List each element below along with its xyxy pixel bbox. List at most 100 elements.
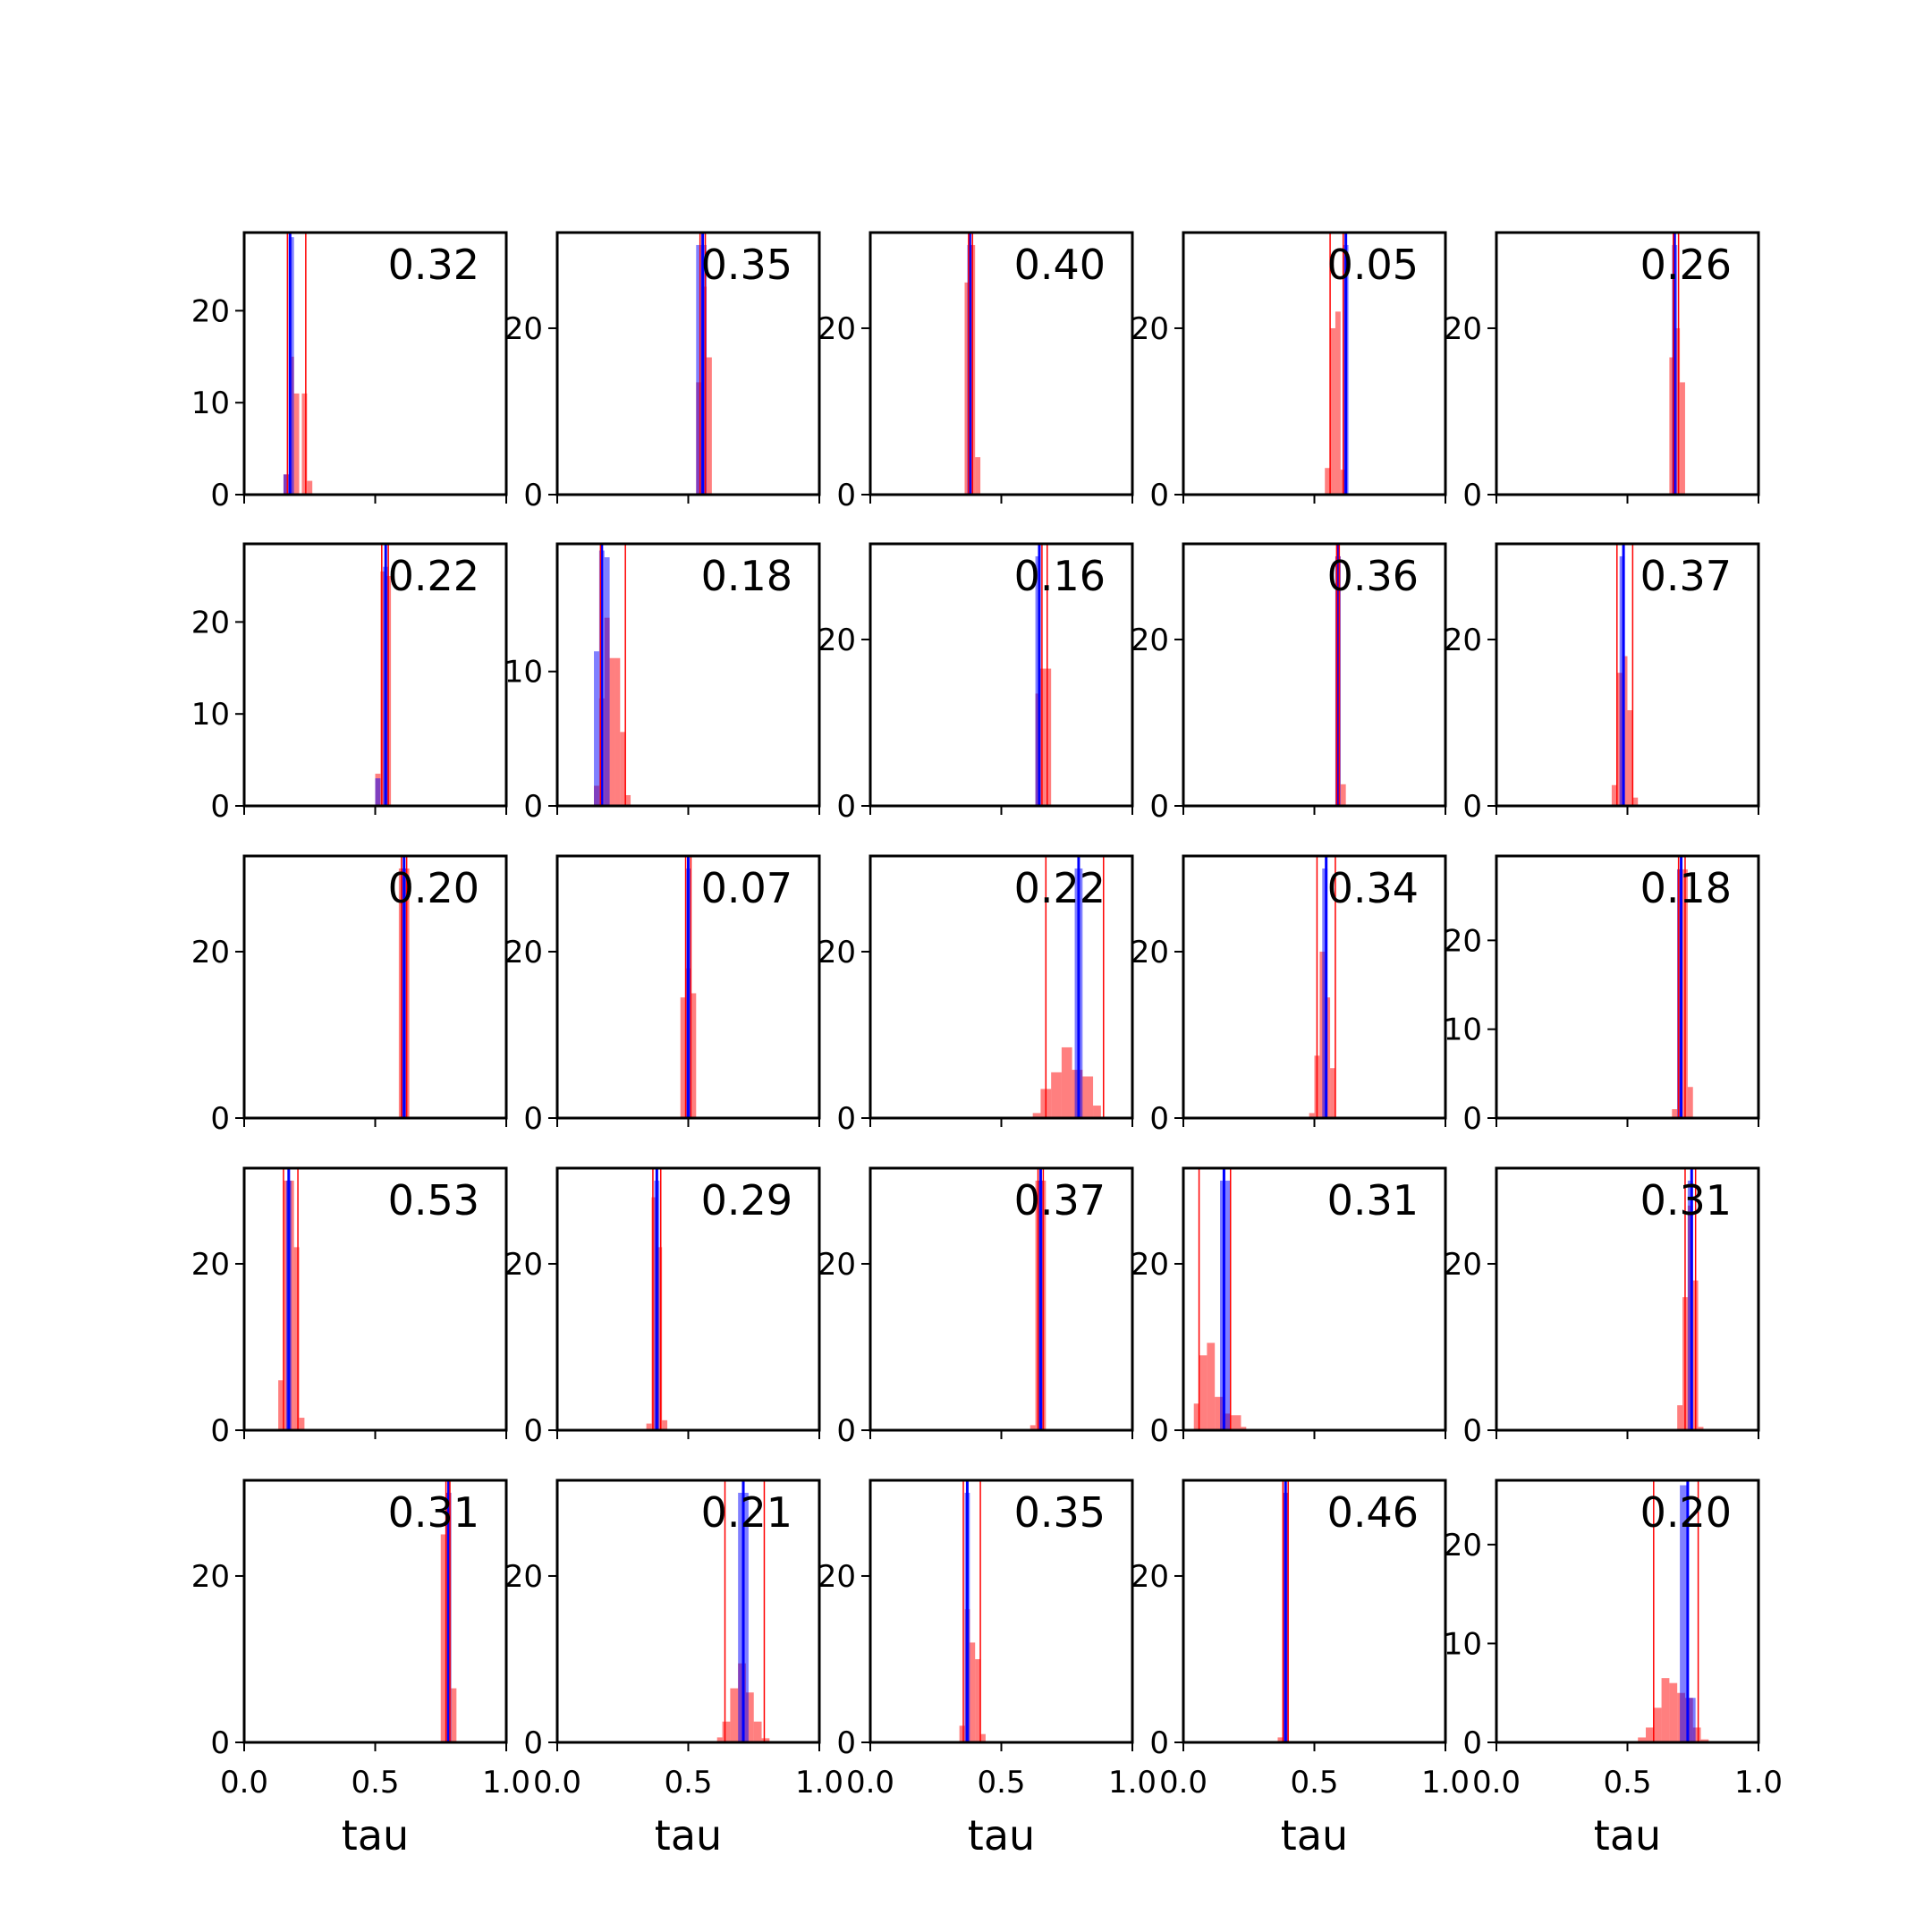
red-histogram-bar	[1309, 1113, 1315, 1118]
x-tick-label: 0.0	[220, 1765, 268, 1801]
y-tick-label: 20	[504, 1559, 543, 1595]
x-tick-label: 0.5	[664, 1765, 712, 1801]
blue-histogram-bar	[1680, 1485, 1688, 1742]
subplot-4-4: 0 20 0.31	[1131, 1166, 1447, 1449]
subplot-3-5: 0 10 20 0.18	[1444, 854, 1760, 1137]
x-tick-label: 1.0	[1421, 1765, 1470, 1801]
x-axis-label: tau	[1281, 1811, 1348, 1860]
red-histogram-bar	[1215, 1396, 1223, 1430]
subplot-1-5: 0 20 0.26	[1444, 231, 1760, 513]
y-tick-label: 20	[818, 935, 856, 970]
blue-histogram-bar	[1687, 1698, 1696, 1742]
red-histogram-bar	[1330, 327, 1335, 495]
subplot-5-1: 0 20 0.0 0.5 1.0 0.31 tau	[191, 1479, 530, 1860]
y-tick-label: 0	[210, 1725, 230, 1761]
blue-histogram-bar	[1224, 1180, 1231, 1430]
red-histogram-bar	[301, 393, 308, 495]
red-histogram-bar	[691, 993, 697, 1118]
y-tick-label: 0	[1462, 1101, 1482, 1137]
panel-value-label: 0.18	[701, 552, 792, 600]
red-histogram-bar	[293, 1247, 300, 1430]
x-axis-label: tau	[968, 1811, 1035, 1860]
red-histogram-bar	[1672, 1109, 1678, 1118]
red-histogram-bar	[1061, 1046, 1072, 1118]
red-histogram-bar	[1611, 784, 1617, 806]
y-tick-label: 0	[1149, 789, 1169, 825]
blue-histogram-bar	[594, 651, 599, 806]
x-tick-label: 1.0	[1108, 1765, 1157, 1801]
y-tick-label: 0	[523, 789, 543, 825]
red-histogram-bar	[753, 1721, 762, 1742]
red-histogram-bar	[1193, 1403, 1199, 1430]
panel-value-label: 0.29	[701, 1176, 792, 1224]
red-histogram-bar	[299, 1418, 305, 1430]
red-histogram-bar	[440, 1534, 446, 1742]
y-tick-label: 20	[818, 1559, 856, 1595]
y-tick-label: 0	[523, 1413, 543, 1449]
x-axis-label: tau	[342, 1811, 409, 1860]
red-histogram-bar	[1669, 1682, 1678, 1742]
red-histogram-bar	[964, 282, 970, 495]
y-tick-label: 0	[1149, 1725, 1169, 1761]
y-tick-label: 20	[818, 623, 856, 658]
y-tick-label: 20	[191, 293, 230, 329]
red-histogram-bar	[975, 1658, 981, 1742]
red-histogram-bar	[609, 657, 615, 806]
red-histogram-bar	[1093, 1106, 1101, 1118]
y-tick-label: 0	[1149, 1101, 1169, 1137]
panel-value-label: 0.37	[1014, 1176, 1106, 1224]
y-tick-label: 20	[504, 1247, 543, 1283]
subplot-1-1: 0 10 20 0.32	[191, 231, 508, 513]
panel-value-label: 0.37	[1640, 552, 1732, 600]
y-tick-label: 0	[210, 478, 230, 513]
y-tick-label: 20	[1444, 1247, 1482, 1283]
red-histogram-bar	[1340, 784, 1346, 806]
y-tick-label: 20	[1131, 623, 1169, 658]
red-histogram-bar	[307, 480, 313, 495]
red-histogram-bar	[657, 1247, 663, 1430]
panel-value-label: 0.16	[1014, 552, 1106, 600]
panel-value-label: 0.46	[1327, 1488, 1419, 1537]
y-tick-label: 0	[210, 1101, 230, 1137]
red-histogram-bar	[1698, 1427, 1704, 1430]
panel-value-label: 0.32	[388, 241, 479, 289]
red-histogram-bar	[1638, 1737, 1647, 1742]
subplot-2-5: 0 20 0.37	[1444, 542, 1760, 825]
panel-value-label: 0.05	[1327, 241, 1419, 289]
red-histogram-bar	[716, 1737, 723, 1742]
panel-value-label: 0.07	[701, 864, 792, 912]
red-histogram-bar	[680, 997, 686, 1118]
red-histogram-bar	[980, 1733, 986, 1742]
subplot-5-5: 0 10 20 0.0 0.5 1.0 0.20 tau	[1444, 1479, 1783, 1860]
red-histogram-bar	[1687, 1087, 1693, 1118]
red-histogram-bar	[1330, 1068, 1335, 1118]
red-histogram-bar	[451, 1688, 457, 1742]
y-tick-label: 0	[523, 1725, 543, 1761]
y-tick-label: 0	[210, 789, 230, 825]
y-tick-label: 0	[523, 1101, 543, 1137]
y-tick-label: 20	[191, 1559, 230, 1595]
panel-value-label: 0.36	[1327, 552, 1419, 600]
red-histogram-bar	[614, 657, 621, 806]
subplot-1-4: 0 20 0.05	[1131, 231, 1447, 513]
y-tick-label: 0	[1462, 1413, 1482, 1449]
y-tick-label: 0	[1462, 789, 1482, 825]
red-histogram-bar	[1677, 1405, 1683, 1430]
subplot-4-1: 0 20 0.53	[191, 1166, 508, 1449]
y-tick-label: 10	[191, 386, 230, 421]
red-histogram-bar	[722, 1721, 731, 1742]
x-axis-label: tau	[1594, 1811, 1661, 1860]
y-tick-label: 0	[1149, 478, 1169, 513]
blue-histogram-bar	[283, 474, 289, 495]
y-tick-label: 20	[1131, 1559, 1169, 1595]
red-histogram-bar	[1046, 668, 1052, 806]
panel-value-label: 0.22	[1014, 864, 1106, 912]
panel-value-label: 0.26	[1640, 241, 1732, 289]
subplot-1-2: 0 20 0.35	[504, 231, 821, 513]
red-histogram-bar	[1032, 1113, 1041, 1118]
subplot-5-3: 0 20 0.0 0.5 1.0 0.35 tau	[818, 1479, 1157, 1860]
panel-value-label: 0.34	[1327, 864, 1419, 912]
red-histogram-bar	[1627, 710, 1633, 806]
subplot-5-4: 0 20 0.0 0.5 1.0 0.46 tau	[1131, 1479, 1470, 1860]
